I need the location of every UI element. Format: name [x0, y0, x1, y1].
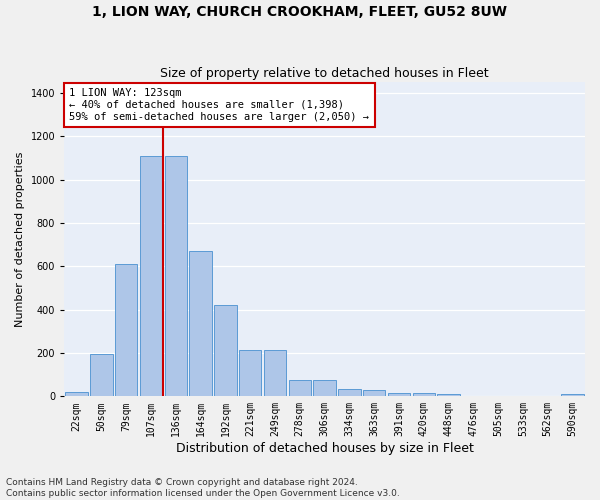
Bar [338, 388, 361, 396]
Bar [264, 350, 286, 397]
Bar [363, 390, 385, 396]
Bar [562, 394, 584, 396]
Bar [164, 156, 187, 396]
Bar [65, 392, 88, 396]
Bar [313, 380, 336, 396]
Bar [239, 350, 262, 397]
Bar [437, 394, 460, 396]
Bar [214, 306, 236, 396]
X-axis label: Distribution of detached houses by size in Fleet: Distribution of detached houses by size … [176, 442, 473, 455]
Bar [413, 393, 435, 396]
Text: Contains HM Land Registry data © Crown copyright and database right 2024.
Contai: Contains HM Land Registry data © Crown c… [6, 478, 400, 498]
Bar [190, 251, 212, 396]
Bar [388, 393, 410, 396]
Title: Size of property relative to detached houses in Fleet: Size of property relative to detached ho… [160, 66, 489, 80]
Bar [115, 264, 137, 396]
Text: 1, LION WAY, CHURCH CROOKHAM, FLEET, GU52 8UW: 1, LION WAY, CHURCH CROOKHAM, FLEET, GU5… [92, 5, 508, 19]
Bar [140, 156, 162, 396]
Bar [289, 380, 311, 396]
Text: 1 LION WAY: 123sqm
← 40% of detached houses are smaller (1,398)
59% of semi-deta: 1 LION WAY: 123sqm ← 40% of detached hou… [70, 88, 370, 122]
Bar [90, 354, 113, 397]
Y-axis label: Number of detached properties: Number of detached properties [15, 152, 25, 327]
